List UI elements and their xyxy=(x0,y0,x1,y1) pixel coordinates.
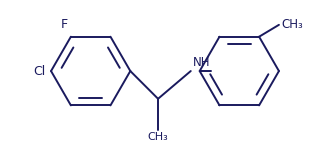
Text: Cl: Cl xyxy=(33,64,45,78)
Text: F: F xyxy=(61,18,68,31)
Text: NH: NH xyxy=(193,56,210,69)
Text: CH₃: CH₃ xyxy=(148,132,169,143)
Text: CH₃: CH₃ xyxy=(281,18,303,31)
